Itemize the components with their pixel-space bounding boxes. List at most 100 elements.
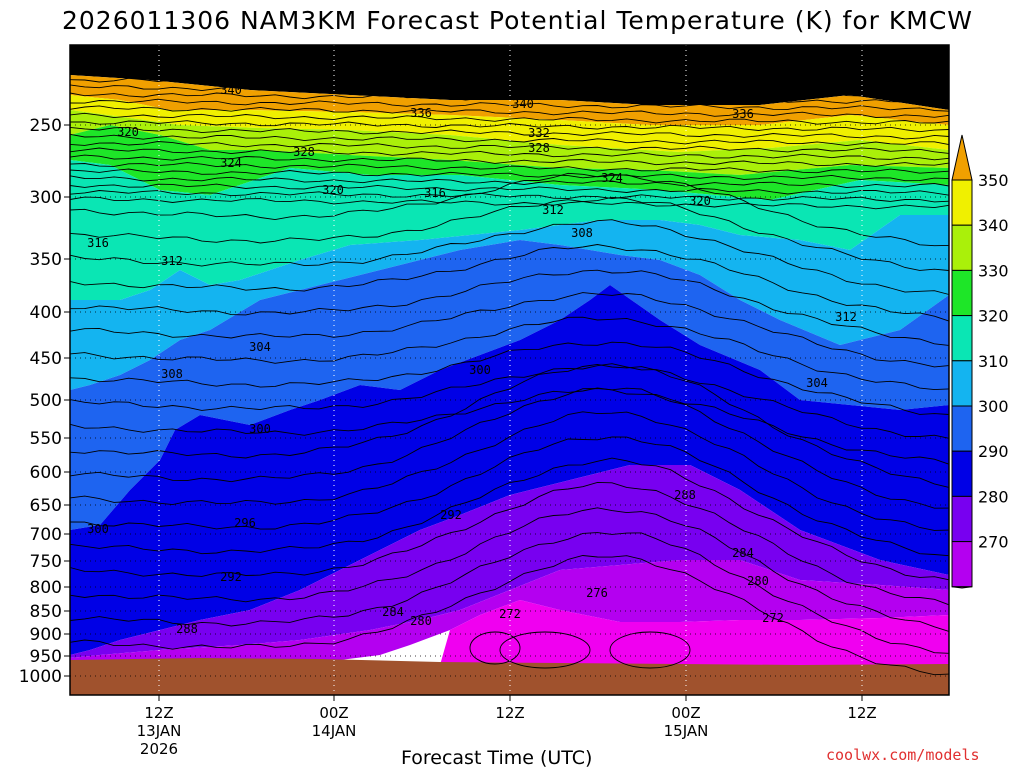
- credit-text: coolwx.com/models: [826, 746, 980, 764]
- contour-label: 320: [689, 194, 711, 208]
- contour-line-9: [69, 112, 950, 125]
- contour-line-30: [69, 363, 950, 439]
- contour-label: 280: [747, 574, 769, 588]
- y-tick-label: 550: [30, 429, 62, 449]
- contour-line-4: [69, 77, 950, 91]
- colorbar-label: 340: [978, 216, 1009, 235]
- contour-line-1: [69, 56, 950, 70]
- y-tick-label: 250: [30, 116, 62, 136]
- colorbar-segment: [951, 541, 973, 588]
- y-tick-label: 900: [30, 625, 62, 645]
- contour-label: 300: [469, 363, 491, 377]
- x-tick-label: 12Z: [847, 704, 876, 722]
- contour-label: 288: [674, 488, 696, 502]
- colorbar-label: 350: [978, 171, 1009, 190]
- colorbar-bottom-arrow: [951, 586, 973, 589]
- contour-label: 288: [176, 622, 198, 636]
- colorbar-segment: [951, 269, 973, 317]
- contour-line-32: [69, 363, 950, 488]
- contour-label: 328: [293, 145, 315, 159]
- contour-label: 300: [249, 422, 271, 436]
- contour-label: 324: [220, 156, 242, 170]
- y-tick-label: 450: [30, 349, 62, 369]
- theta-band-10: [70, 560, 949, 660]
- y-axis: 250 300 350 400 450 500 550 600 650 700 750 800 850 9…: [19, 116, 70, 687]
- x-tick-label: 12Z: [144, 704, 173, 722]
- contour-label: 324: [601, 171, 623, 185]
- contour-line-6: [69, 92, 950, 104]
- colorbar-segment: [951, 315, 973, 362]
- contour-label: 296: [234, 516, 256, 530]
- contour-line-38: [69, 507, 950, 632]
- contour-cell-0: [499, 631, 591, 669]
- colorbar: 350 340 330 320 310 300 290 280 270: [951, 134, 1009, 589]
- theta-band-3: [70, 110, 949, 175]
- contour-line-34: [69, 411, 950, 531]
- contour-line-11: [69, 126, 950, 140]
- contour-line-13: [69, 141, 950, 154]
- y-tick-label: 700: [30, 525, 62, 545]
- contour-label: 316: [424, 186, 446, 200]
- y-tick-label: 750: [30, 552, 62, 572]
- colorbar-label: 330: [978, 261, 1009, 280]
- contour-label: 284: [382, 605, 404, 619]
- colorbar-label: 270: [978, 533, 1009, 552]
- contour-label: 340: [777, 73, 799, 87]
- x-tick-label: 15JAN: [664, 722, 709, 740]
- colorbar-label: 310: [978, 352, 1009, 371]
- colorbar-segment: [951, 450, 973, 497]
- contour-cell-1: [609, 631, 691, 669]
- contour-label: 348: [791, 45, 813, 59]
- contour-line-23: [69, 196, 950, 271]
- y-tick-label: 650: [30, 496, 62, 516]
- theta-band-6: [70, 215, 949, 390]
- y-tick-label: 850: [30, 602, 62, 622]
- contour-line-2: [69, 63, 950, 77]
- contour-label: 280: [410, 614, 432, 628]
- y-tick-label: 600: [30, 463, 62, 483]
- contour-line-18: [69, 175, 950, 188]
- contour-line-21: [69, 196, 950, 210]
- colorbar-label: 280: [978, 487, 1009, 506]
- contour-label: 312: [161, 254, 183, 268]
- theta-band-0: [70, 45, 949, 110]
- contour-label: 292: [440, 508, 462, 522]
- contour-line-33: [69, 387, 950, 509]
- theta-band-7: [70, 240, 949, 530]
- colorbar-label: 300: [978, 397, 1009, 416]
- y-tick-label: 800: [30, 578, 62, 598]
- colorbar-segment: [951, 179, 973, 226]
- x-tick-label: 14JAN: [312, 722, 357, 740]
- contour-line-39: [69, 532, 950, 654]
- contour-label: 340: [220, 83, 242, 97]
- y-tick-label: 500: [30, 391, 62, 411]
- x-tick-label: 13JAN: [137, 722, 182, 740]
- contour-label: 352: [542, 55, 564, 69]
- contour-line-28: [69, 316, 950, 391]
- contour-label: 292: [220, 570, 242, 584]
- contour-line-25: [69, 244, 950, 322]
- theta-band-9: [70, 465, 949, 658]
- contour-label: 284: [732, 546, 754, 560]
- x-tick-label: 00Z: [319, 704, 348, 722]
- contour-label: 328: [528, 141, 550, 155]
- contour-label: 276: [586, 586, 608, 600]
- contour-label: 316: [87, 236, 109, 250]
- colorbar-label: 320: [978, 307, 1009, 326]
- contour-label: 312: [835, 310, 857, 324]
- colorbar-segment: [951, 405, 973, 452]
- contour-line-37: [69, 481, 950, 606]
- contour-label: 340: [512, 97, 534, 111]
- contour-label: 304: [249, 340, 271, 354]
- contour-line-3: [69, 71, 950, 83]
- contour-label: 332: [528, 126, 550, 140]
- contour-cell-2: [469, 631, 521, 665]
- contour-label: 272: [762, 611, 784, 625]
- contour-line-22: [69, 172, 950, 247]
- contour-line-31: [69, 387, 950, 465]
- chart-title: 2026011306 NAM3KM Forecast Potential Tem…: [62, 6, 973, 35]
- y-tick-label: 950: [30, 647, 62, 667]
- contour-label: 312: [542, 203, 564, 217]
